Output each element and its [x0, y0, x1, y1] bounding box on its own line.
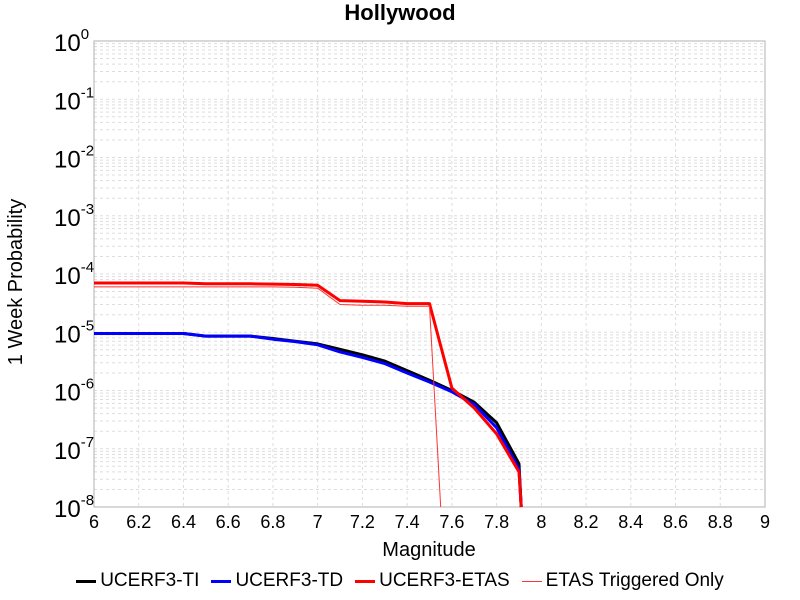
- legend-swatch: [76, 579, 97, 583]
- y-tick-label: 10-6: [54, 376, 94, 407]
- y-tick-labels: 100 10-1 10-2 10-3 10-4 10-5 10-6 10-7 10-8: [54, 26, 94, 523]
- x-tick-label: 8.6: [663, 512, 688, 532]
- series-line-ucerf3-etas: [94, 281, 523, 508]
- plot-frame: [93, 40, 766, 508]
- x-tick-label: 7.4: [395, 512, 420, 532]
- x-tick-label: 7.2: [350, 512, 375, 532]
- chart-title: Hollywood: [344, 0, 455, 25]
- legend-swatch: [521, 580, 542, 582]
- x-tick-label: 7: [313, 512, 323, 532]
- legend-label: UCERF3-TI: [100, 570, 200, 591]
- legend: UCERF3-TI UCERF3-TD UCERF3-ETAS ETAS Trigge…: [0, 566, 800, 596]
- x-tick-label: 6.2: [126, 512, 151, 532]
- legend-item: ETAS Triggered Only: [521, 570, 724, 592]
- series-line-etas-triggered-only: [94, 286, 442, 508]
- y-tick-label: 10-1: [54, 84, 94, 115]
- legend-swatch: [355, 579, 376, 583]
- legend-label: UCERF3-TD: [235, 570, 344, 591]
- x-tick-label: 6: [89, 512, 99, 532]
- x-axis-label: Magnitude: [382, 539, 475, 561]
- legend-item: UCERF3-TI: [76, 570, 199, 592]
- y-tick-label: 10-5: [54, 317, 94, 348]
- x-tick-label: 9: [760, 512, 770, 532]
- y-tick-label: 10-4: [54, 259, 94, 290]
- legend-swatch: [211, 579, 232, 583]
- legend-label: ETAS Triggered Only: [545, 570, 724, 591]
- series-line-ucerf3-td: [94, 332, 523, 508]
- x-tick-labels: 6 6.2 6.4 6.6 6.8 7 7.2 7.4 7.6 7.8 8 8.2 8.4 8.6 8.8 9: [89, 512, 770, 532]
- x-tick-label: 8.8: [708, 512, 733, 532]
- x-tick-label: 6.6: [216, 512, 241, 532]
- legend-item: UCERF3-ETAS: [355, 570, 510, 592]
- y-tick-label: 100: [54, 26, 89, 57]
- y-tick-label: 10-3: [54, 201, 94, 232]
- x-tick-label: 8: [536, 512, 546, 532]
- y-tick-label: 10-7: [54, 434, 94, 465]
- x-tick-label: 7.6: [439, 512, 464, 532]
- y-tick-label: 10-2: [54, 143, 94, 174]
- legend-item: UCERF3-TD: [211, 570, 343, 592]
- x-tick-label: 8.4: [618, 512, 643, 532]
- y-tick-label: 10-8: [54, 492, 94, 523]
- x-tick-label: 7.8: [484, 512, 509, 532]
- x-tick-label: 6.8: [260, 512, 285, 532]
- grid: [93, 41, 766, 508]
- series-layer: [94, 281, 523, 508]
- x-tick-label: 8.2: [574, 512, 599, 532]
- y-axis-label: 1 Week Probability: [5, 199, 27, 365]
- series-line-ucerf3-ti: [94, 332, 523, 508]
- x-tick-label: 6.4: [171, 512, 196, 532]
- legend-label: UCERF3-ETAS: [379, 570, 510, 591]
